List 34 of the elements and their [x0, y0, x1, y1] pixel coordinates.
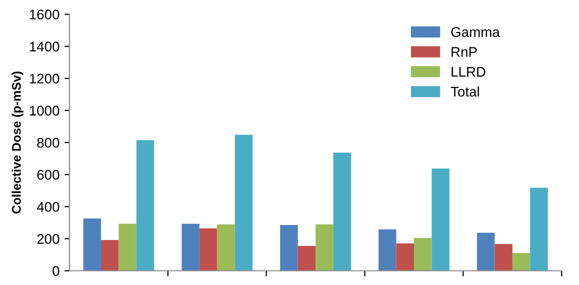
legend-label: LLRD [452, 67, 486, 77]
bar [217, 224, 235, 271]
bar [512, 252, 530, 271]
legend-label: RnP [452, 47, 477, 57]
y-tick-label: 0 [52, 266, 60, 276]
bar [396, 243, 414, 271]
legend-label: Total [450, 86, 479, 97]
bar [83, 218, 101, 271]
bar [530, 188, 548, 271]
bar [476, 232, 495, 271]
bar [118, 224, 136, 271]
y-tick-label: 1600 [30, 10, 60, 20]
bar [182, 224, 200, 271]
y-tick-label: 600 [37, 170, 60, 180]
y-tick-label: 1200 [30, 74, 60, 84]
y-axis-title: Collective Dose (p-mSv) [12, 72, 24, 214]
y-tick-label: 200 [37, 234, 60, 244]
y-tick-label: 1400 [30, 42, 60, 52]
bar [136, 140, 154, 271]
bar [494, 244, 512, 271]
bar [280, 225, 298, 271]
legend-label: Gamma [451, 27, 500, 37]
bar [432, 168, 450, 271]
bar [199, 228, 218, 271]
bar [378, 229, 396, 271]
bar [414, 238, 432, 271]
bar [100, 240, 119, 271]
y-tick-label: 800 [37, 138, 60, 148]
y-tick-label: 400 [36, 202, 60, 212]
bar [298, 246, 316, 271]
bar [333, 152, 351, 271]
bar [316, 224, 334, 271]
y-tick-label: 1000 [30, 106, 60, 116]
bar [234, 134, 253, 271]
